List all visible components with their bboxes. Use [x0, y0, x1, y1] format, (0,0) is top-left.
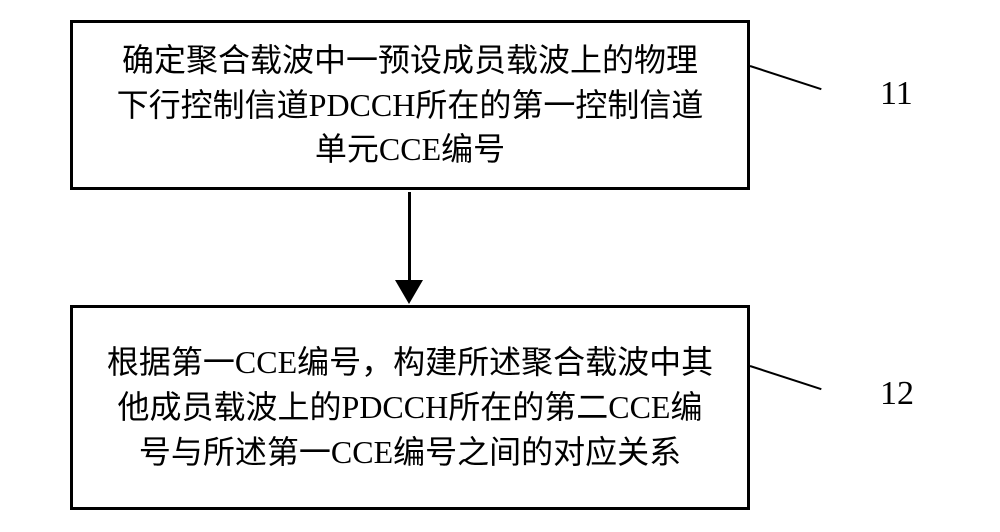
flowchart-box-2: 根据第一CCE编号，构建所述聚合载波中其 他成员载波上的PDCCH所在的第二CC…	[70, 305, 750, 510]
box-1-line-3: 单元CCE编号	[315, 131, 505, 167]
box-1-connector-line	[750, 65, 822, 90]
box-1-line-1: 确定聚合载波中一预设成员载波上的物理	[122, 42, 698, 78]
flowchart-box-1: 确定聚合载波中一预设成员载波上的物理 下行控制信道PDCCH所在的第一控制信道 …	[70, 20, 750, 190]
arrow-line	[408, 192, 411, 292]
box-2-line-1: 根据第一CCE编号，构建所述聚合载波中其	[107, 344, 713, 380]
box-1-label: 11	[880, 75, 913, 113]
box-2-connector-line	[750, 365, 822, 390]
box-2-line-2: 他成员载波上的PDCCH所在的第二CCE编	[118, 389, 703, 425]
box-2-label: 12	[880, 375, 914, 413]
arrow-head-icon	[395, 280, 423, 304]
flowchart-container: 确定聚合载波中一预设成员载波上的物理 下行控制信道PDCCH所在的第一控制信道 …	[0, 0, 1000, 532]
box-2-line-3: 号与所述第一CCE编号之间的对应关系	[139, 434, 681, 470]
box-2-text: 根据第一CCE编号，构建所述聚合载波中其 他成员载波上的PDCCH所在的第二CC…	[107, 340, 713, 474]
box-1-text: 确定聚合载波中一预设成员载波上的物理 下行控制信道PDCCH所在的第一控制信道 …	[117, 38, 704, 172]
box-1-line-2: 下行控制信道PDCCH所在的第一控制信道	[117, 87, 704, 123]
